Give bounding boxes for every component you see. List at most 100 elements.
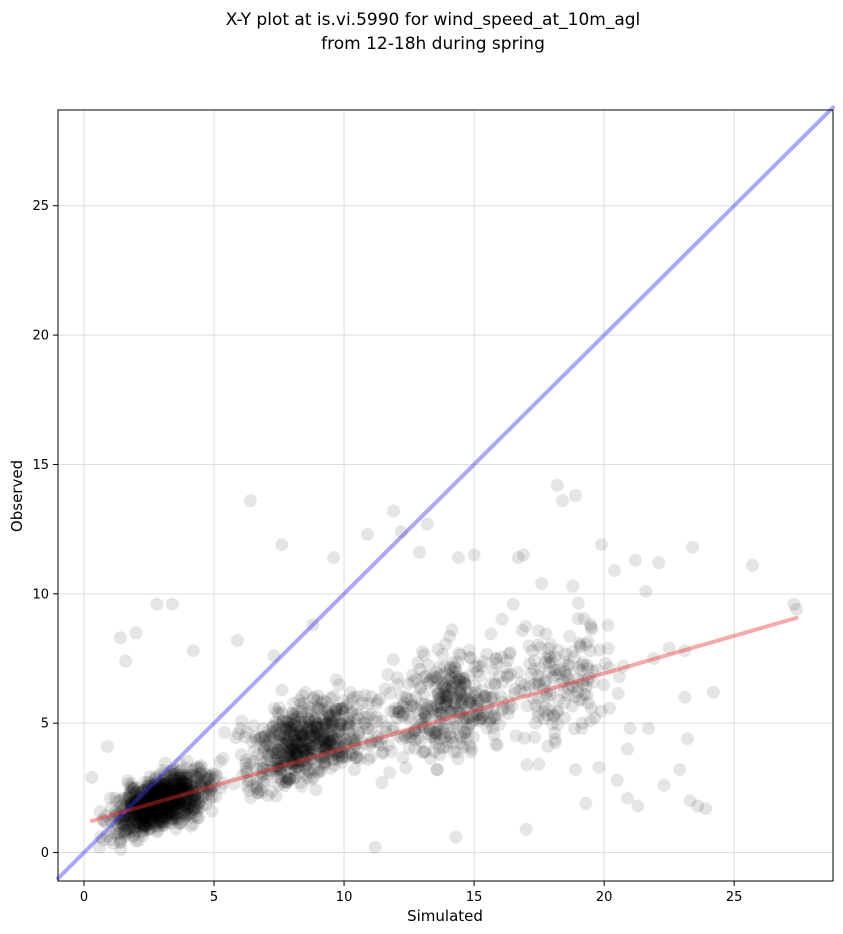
data-point: [375, 776, 389, 789]
data-point: [150, 803, 163, 817]
data-point: [147, 782, 161, 796]
data-point: [133, 786, 147, 800]
data-point: [250, 780, 264, 794]
data-point: [431, 642, 445, 656]
data-point: [288, 763, 301, 776]
data-point: [294, 710, 308, 724]
data-point: [229, 731, 243, 745]
data-point: [324, 714, 338, 728]
data-point: [149, 789, 163, 803]
data-point: [141, 775, 155, 789]
data-point: [137, 823, 151, 837]
data-point: [433, 741, 447, 755]
data-point: [135, 820, 149, 834]
data-point: [181, 802, 195, 816]
data-point: [575, 658, 589, 672]
data-point: [559, 647, 573, 661]
data-point: [158, 778, 172, 792]
data-point: [275, 764, 288, 778]
data-point: [297, 696, 311, 710]
data-point: [132, 816, 146, 830]
data-point: [246, 735, 260, 749]
data-point: [136, 817, 150, 831]
data-point: [281, 733, 295, 747]
data-point: [158, 810, 172, 824]
data-point: [476, 689, 490, 703]
x-tick-label: 0: [80, 890, 88, 905]
data-point: [557, 696, 571, 710]
data-point: [309, 729, 323, 743]
data-point: [421, 698, 435, 712]
data-point: [99, 816, 113, 830]
data-point: [478, 689, 492, 703]
data-point: [118, 809, 132, 823]
data-point: [121, 792, 135, 806]
data-point: [439, 691, 453, 705]
data-point: [300, 756, 314, 770]
data-point: [239, 765, 253, 779]
data-point: [145, 800, 159, 814]
data-point: [156, 798, 170, 812]
data-point: [143, 788, 157, 802]
data-point: [146, 796, 160, 810]
data-point: [165, 792, 179, 806]
data-point: [639, 584, 653, 598]
data-point: [321, 721, 335, 735]
data-point: [151, 816, 164, 830]
data-point: [121, 826, 135, 840]
data-point: [285, 721, 299, 735]
data-point: [594, 704, 608, 718]
data-point: [180, 754, 194, 768]
data-point: [358, 717, 372, 731]
data-point: [447, 697, 460, 711]
data-point: [439, 682, 453, 696]
data-point: [261, 767, 275, 781]
data-point: [174, 802, 188, 816]
data-point: [110, 807, 123, 820]
data-point: [494, 689, 508, 703]
data-point: [134, 804, 148, 818]
data-point: [569, 489, 582, 502]
data-point: [172, 795, 186, 809]
data-point: [307, 714, 321, 728]
data-point: [375, 731, 389, 745]
data-point: [574, 640, 587, 654]
data-point: [151, 797, 165, 811]
data-point: [300, 749, 314, 763]
data-point: [278, 728, 291, 742]
data-point: [180, 782, 194, 795]
data-point: [133, 801, 147, 815]
data-point: [285, 756, 299, 770]
data-point: [159, 811, 172, 825]
data-point: [124, 799, 138, 813]
data-point: [315, 739, 329, 753]
data-point: [471, 694, 485, 708]
data-point: [137, 811, 151, 825]
data-point: [166, 808, 180, 821]
data-point: [312, 766, 326, 780]
data-point: [262, 733, 276, 747]
data-point: [300, 742, 314, 756]
data-point: [457, 672, 471, 686]
data-point: [190, 760, 204, 774]
data-point: [552, 693, 565, 707]
data-point: [342, 726, 356, 740]
data-point: [524, 667, 538, 681]
data-point: [253, 731, 267, 745]
data-point: [499, 661, 513, 675]
data-point: [262, 749, 276, 763]
data-point: [150, 808, 164, 822]
data-point: [143, 799, 156, 813]
data-point: [641, 721, 655, 735]
data-point: [488, 677, 502, 690]
data-point: [453, 671, 467, 685]
data-point: [430, 701, 444, 714]
data-point: [509, 729, 523, 743]
data-point: [569, 763, 582, 777]
data-point: [118, 799, 132, 813]
data-point: [346, 735, 360, 749]
data-point: [365, 722, 379, 736]
data-point: [548, 736, 562, 750]
data-point: [576, 656, 590, 670]
data-point: [307, 733, 321, 747]
